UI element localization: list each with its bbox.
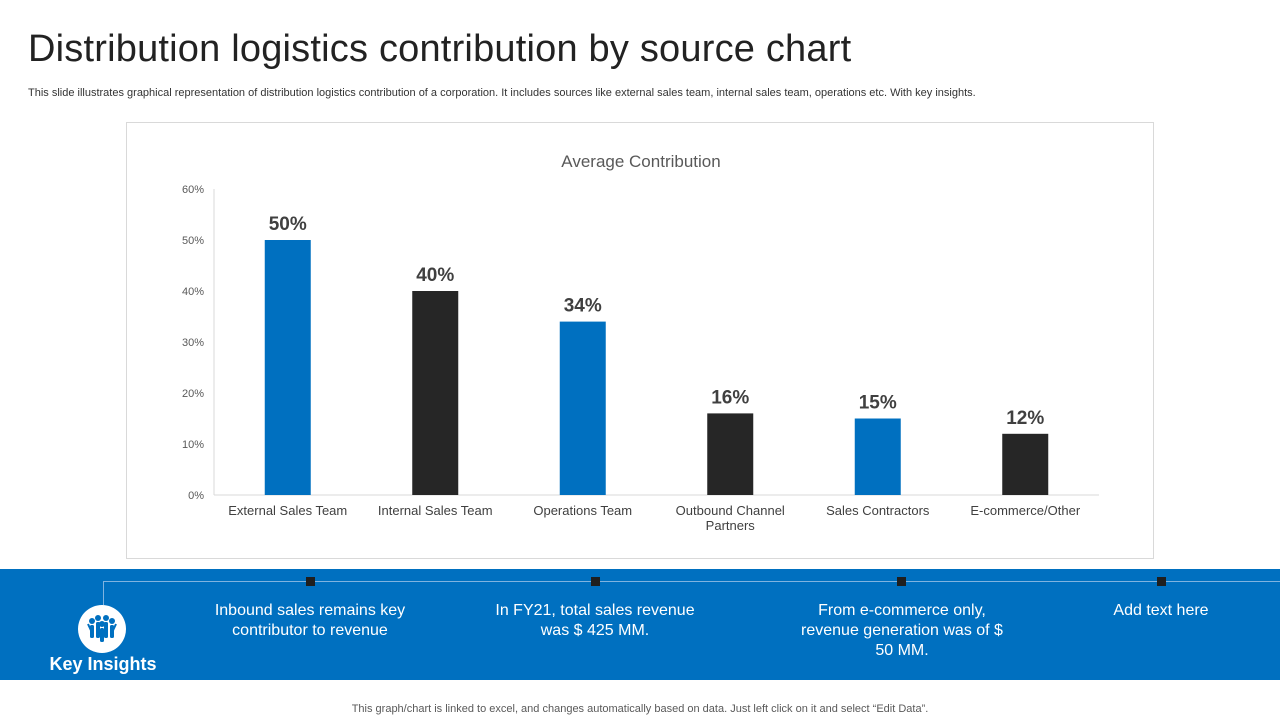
- x-tick-label: Outbound Channel Partners: [676, 503, 785, 533]
- y-tick-label: 10%: [182, 439, 204, 451]
- y-tick-label: 20%: [182, 388, 204, 400]
- data-label: 50%: [269, 214, 307, 235]
- x-tick-label: Internal Sales Team: [378, 503, 493, 518]
- insights-timeline: [103, 581, 1280, 582]
- data-label: 40%: [416, 265, 454, 286]
- data-label: 12%: [1006, 408, 1044, 429]
- x-tick-label: External Sales Team: [228, 503, 347, 518]
- key-insights-heading: Key Insights: [49, 654, 157, 674]
- data-label: 16%: [711, 387, 749, 408]
- insight-text: From e-commerce only, revenue generation…: [801, 602, 1003, 659]
- x-tick-label: Sales Contractors: [826, 503, 930, 518]
- insight-marker: [897, 577, 906, 586]
- bar: [1002, 433, 1049, 495]
- bar: [264, 240, 311, 495]
- insight-marker: [306, 577, 315, 586]
- insight-text: Inbound sales remains key contributor to…: [214, 602, 406, 639]
- bar: [854, 418, 901, 495]
- y-tick-label: 0%: [188, 490, 204, 502]
- data-label: 34%: [564, 296, 602, 317]
- key-insights-band: [0, 569, 1280, 680]
- insight-marker: [1157, 577, 1166, 586]
- bar: [707, 413, 754, 495]
- page-subtitle: This slide illustrates graphical represe…: [28, 87, 976, 99]
- y-tick-label: 30%: [182, 337, 204, 349]
- y-tick-label: 50%: [182, 235, 204, 247]
- bar: [559, 321, 606, 495]
- data-label: 15%: [859, 393, 897, 414]
- footer-note: This graph/chart is linked to excel, and…: [351, 703, 929, 715]
- insight-text: In FY21, total sales revenue was $ 425 M…: [495, 602, 695, 639]
- chart-frame: Average Contribution 0% 10% 20% 30% 40% 50% 60…: [126, 122, 1154, 559]
- y-tick-label: 40%: [182, 286, 204, 298]
- bar: [412, 291, 459, 495]
- y-tick-label: 60%: [182, 184, 204, 196]
- page-title: Distribution logistics contribution by s…: [28, 28, 852, 70]
- insights-timeline-connector: [103, 581, 104, 605]
- x-tick-label: E-commerce/Other: [970, 503, 1080, 518]
- chart-title: Average Contribution: [561, 152, 720, 171]
- people-group-icon: [78, 605, 126, 653]
- insight-marker: [591, 577, 600, 586]
- x-tick-label: Operations Team: [533, 503, 632, 518]
- insight-text: Add text here: [1113, 602, 1209, 619]
- bar-chart: Average Contribution 0% 10% 20% 30% 40% 50% 60…: [182, 152, 1099, 533]
